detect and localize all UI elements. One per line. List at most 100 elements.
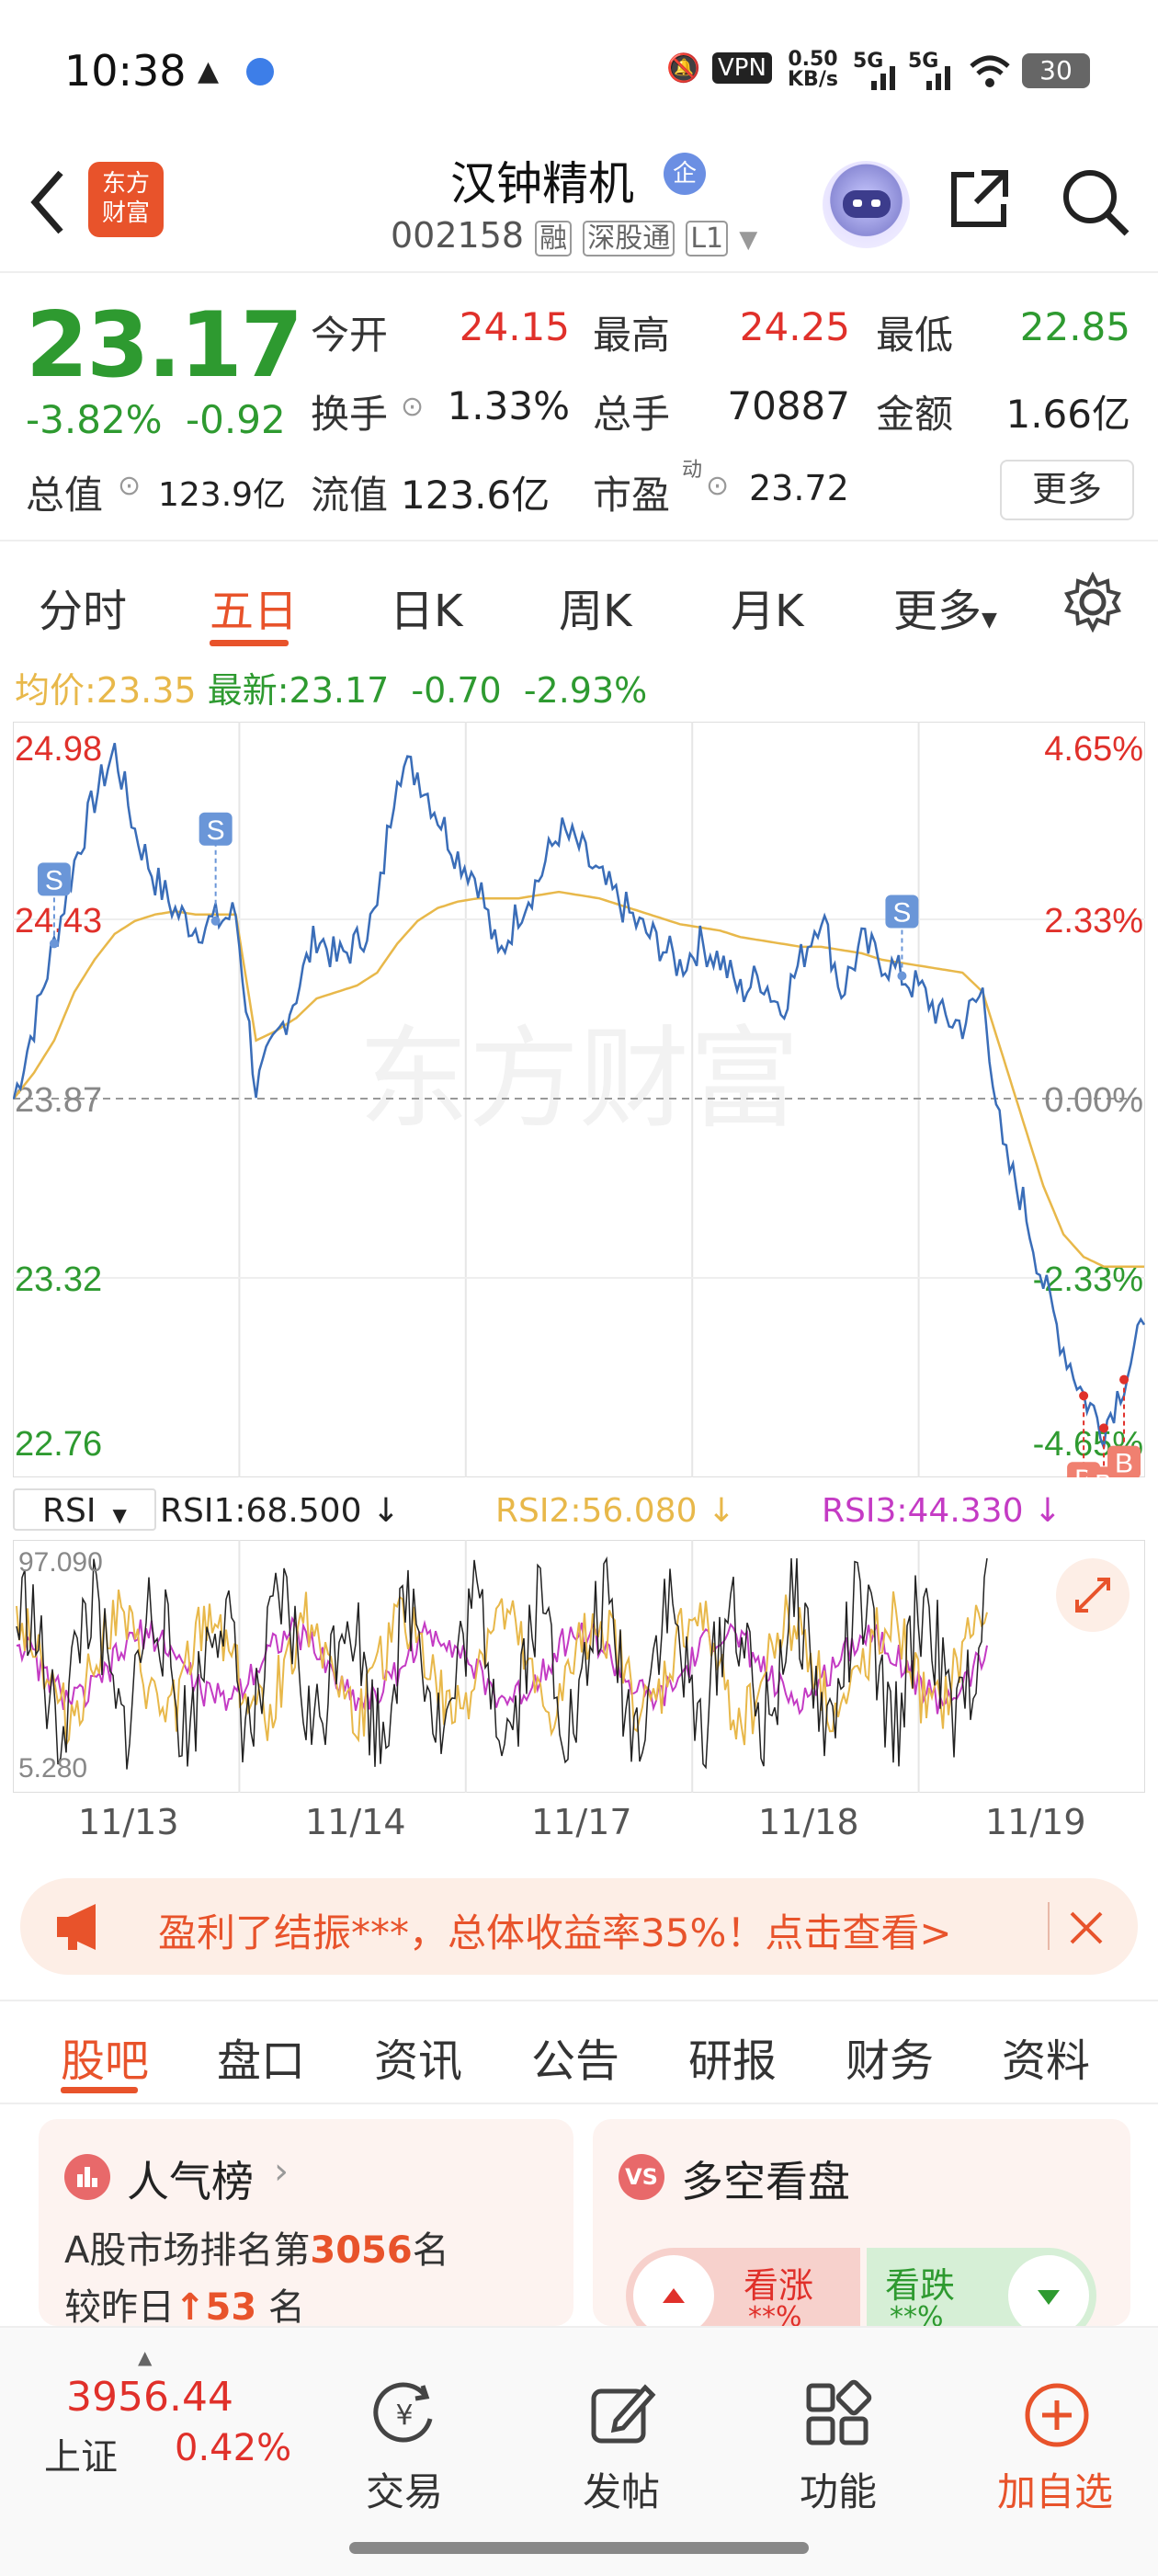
enterprise-badge: 企	[664, 153, 706, 195]
expand-icon	[1075, 1578, 1110, 1613]
latest-label: 最新:	[207, 670, 290, 711]
home-indicator[interactable]	[349, 2542, 809, 2554]
bottom-nav: ▲ 3956.44 上证 0.42% ¥ 交易 发帖 功能 加自选	[0, 2326, 1158, 2576]
caret-up-icon: ▲	[138, 2346, 153, 2368]
bearish-label: 看跌	[885, 2265, 956, 2306]
ai-assistant-avatar[interactable]	[823, 161, 910, 248]
settings-gear-icon[interactable]	[1062, 572, 1123, 633]
indicator-selector[interactable]: RSI ▼	[13, 1488, 156, 1531]
avg-latest-bar: 均价:23.35 最新:23.17 -0.70 -2.93%	[15, 662, 647, 712]
market-cap-value: 123.9亿	[158, 476, 287, 514]
turnover-value: 1.33%	[447, 383, 570, 428]
info-icon[interactable]: ⊙	[118, 470, 142, 502]
sell-marker[interactable]: S	[37, 862, 71, 949]
wifi-icon	[970, 55, 1010, 87]
search-icon[interactable]	[1059, 165, 1130, 237]
post-edit-icon[interactable]	[585, 2378, 658, 2452]
rsi3-value: RSI3:44.330 ↓	[822, 1492, 1062, 1530]
post-label[interactable]: 发帖	[583, 2469, 661, 2514]
rank-change-number: 53	[205, 2286, 257, 2329]
expand-button[interactable]	[1056, 1558, 1130, 1632]
add-watchlist-label[interactable]: 加自选	[997, 2469, 1114, 2514]
avg-value: 23.35	[96, 670, 197, 711]
amount-value: 1.66亿	[1005, 392, 1130, 437]
margin-tag: 融	[535, 221, 573, 256]
rank-change-line: 较昨日↑53 名	[64, 2277, 305, 2331]
chevron-left-icon	[30, 170, 63, 234]
change-percent: -3.82%	[26, 397, 163, 442]
tab-research[interactable]: 研报	[688, 2035, 778, 2087]
tab-order-book[interactable]: 盘口	[217, 2035, 306, 2087]
tab-profile[interactable]: 资料	[1002, 2035, 1091, 2087]
watermark: 东方财富	[358, 1018, 800, 1141]
buy-marker[interactable]: B	[1107, 1374, 1141, 1477]
back-button[interactable]	[26, 165, 72, 249]
tab-weekly-k[interactable]: 周K	[559, 586, 632, 637]
average-price-line	[13, 890, 1144, 1268]
y-price-label: 22.76	[15, 1425, 102, 1464]
five-day-price-chart[interactable]: 东方财富 24.98 4.65%24.43 2.33%23.87 0.00%23.32…	[13, 722, 1145, 1477]
bull-bear-card: VS 多空看盘 看涨 **% 看跌 **%	[593, 2119, 1130, 2343]
info-icon[interactable]: ⊙	[401, 391, 425, 423]
indicator-name: RSI	[42, 1492, 96, 1530]
popularity-title: 人气榜	[127, 2157, 254, 2206]
triangle-up-icon	[663, 2288, 685, 2303]
status-time: 10:38	[64, 46, 187, 96]
tab-more[interactable]: 更多▼	[893, 575, 997, 639]
y-percent-label: 0.00%	[1044, 1081, 1143, 1120]
stock-header: 东方 财富 汉钟精机 企 002158 融 深股通 L1 ▼	[0, 138, 1158, 273]
rank-change-prefix: 较昨日	[64, 2286, 175, 2329]
rank-change-suffix: 名	[267, 2286, 305, 2329]
sell-marker[interactable]: S	[199, 812, 233, 926]
change-amount: -0.92	[186, 397, 286, 442]
tab-financials[interactable]: 财务	[846, 2035, 935, 2087]
x-tick-label: 11/14	[305, 1802, 406, 1842]
function-label[interactable]: 功能	[800, 2469, 878, 2514]
sell-marker[interactable]: S	[885, 895, 919, 981]
tab-monthly-k[interactable]: 月K	[731, 586, 804, 637]
tab-five-day[interactable]: 五日	[210, 586, 299, 637]
volume-label: 总手	[593, 392, 671, 437]
close-icon[interactable]	[1066, 1908, 1107, 1948]
tab-announcements[interactable]: 公告	[531, 2035, 620, 2087]
index-value[interactable]: 3956.44	[66, 2374, 233, 2421]
info-icon[interactable]: ⊙	[706, 470, 730, 502]
logo-line2: 财富	[101, 199, 150, 227]
x-tick-label: 11/13	[78, 1802, 179, 1842]
high-label: 最高	[593, 313, 671, 358]
y-percent-label: 2.33%	[1044, 902, 1143, 940]
caret-down-icon: ▼	[739, 226, 758, 254]
index-name[interactable]: 上证	[44, 2436, 118, 2479]
level1-tag: L1	[686, 221, 729, 256]
open-value: 24.15	[459, 304, 570, 349]
index-percent: 0.42%	[175, 2427, 292, 2469]
trade-yen-icon[interactable]: ¥	[368, 2378, 441, 2452]
promo-text: 盈利了结振***，总体收益率35%！点击查看>	[158, 1910, 952, 1955]
megaphone-icon	[57, 1904, 96, 1950]
latest-value: 23.17	[289, 670, 390, 711]
trade-label[interactable]: 交易	[366, 2469, 444, 2514]
eastmoney-logo[interactable]: 东方 财富	[88, 162, 164, 237]
rsi2-value: RSI2:56.080 ↓	[495, 1492, 736, 1530]
rsi-chart[interactable]: 97.090 5.280	[13, 1540, 1145, 1793]
bull-bear-title: 多空看盘	[681, 2157, 850, 2206]
popularity-card[interactable]: 人气榜 › A股市场排名第3056名 较昨日↑53 名	[39, 2119, 573, 2329]
chevron-right-icon: ›	[274, 2150, 289, 2193]
rsi-max-label: 97.090	[18, 1547, 103, 1578]
marker-label: B	[1095, 1469, 1113, 1477]
share-icon[interactable]	[947, 165, 1013, 232]
function-grid-icon[interactable]	[801, 2378, 875, 2452]
svg-text:¥: ¥	[395, 2399, 413, 2432]
stock-code-row[interactable]: 002158 融 深股通 L1 ▼	[391, 215, 757, 256]
signal-5g-1-icon: 5G	[853, 50, 884, 73]
tab-forum[interactable]: 股吧	[61, 2035, 150, 2087]
stock-name: 汉钟精机	[450, 157, 634, 211]
promo-banner[interactable]: 盈利了结振***，总体收益率35%！点击查看>	[20, 1878, 1138, 1975]
quote-panel: 23.17 -3.82% -0.92 今开 24.15 最高 24.25 最低 …	[0, 273, 1158, 541]
more-quote-button[interactable]: 更多	[1000, 460, 1134, 520]
tab-intraday[interactable]: 分时	[39, 586, 128, 637]
tab-news[interactable]: 资讯	[374, 2035, 463, 2087]
rank-number: 3056	[310, 2229, 413, 2272]
tab-daily-k[interactable]: 日K	[390, 586, 463, 637]
add-watchlist-icon[interactable]	[1020, 2378, 1094, 2452]
